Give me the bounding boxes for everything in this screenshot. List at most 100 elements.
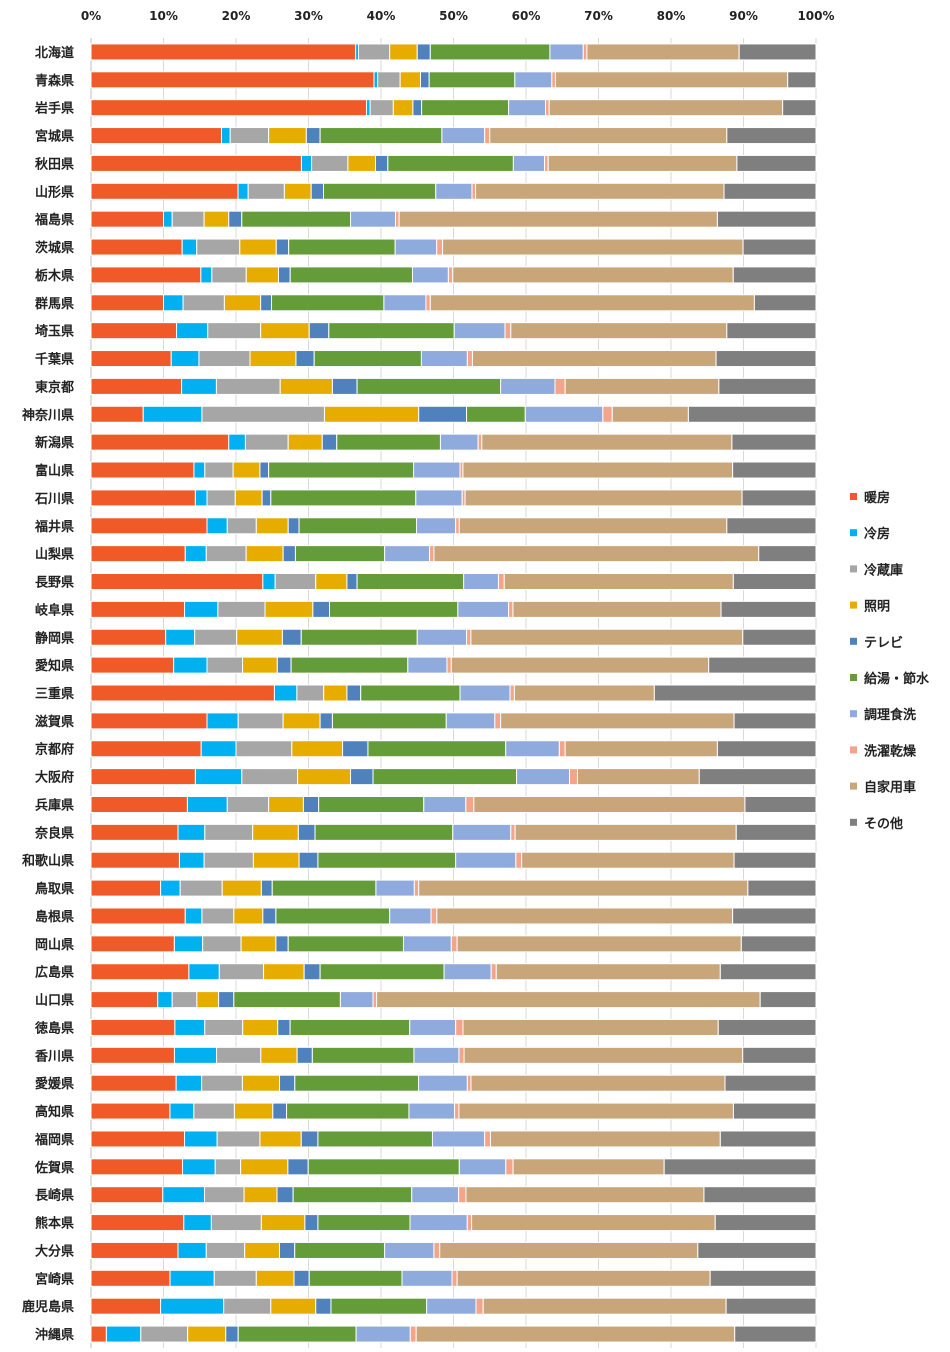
category-label: 神奈川県 — [22, 407, 74, 423]
bar-segment — [244, 1241, 280, 1259]
bar-segment — [524, 405, 604, 423]
legend-label: 照明 — [864, 600, 890, 615]
category-label: 福岡県 — [34, 1132, 74, 1148]
bar-row — [90, 266, 817, 284]
bar-segment — [724, 1074, 817, 1092]
bar-segment — [252, 823, 299, 841]
bar-segment — [317, 1214, 411, 1232]
bar-segment — [358, 43, 391, 61]
bar-row — [90, 1241, 817, 1259]
bar-segment — [453, 322, 506, 340]
bar-segment — [377, 71, 401, 89]
legend-swatch — [850, 782, 857, 790]
bar-segment — [475, 182, 725, 200]
bar-segment — [90, 935, 175, 953]
legend-item: 調理食洗 — [850, 707, 916, 723]
bar-segment — [452, 266, 734, 284]
bar-segment — [367, 740, 507, 758]
bar-segment — [412, 99, 423, 117]
bar-segment — [245, 266, 279, 284]
bar-segment — [205, 545, 247, 563]
legend-label: 調理食洗 — [864, 707, 916, 723]
bar-segment — [439, 433, 479, 451]
bar-segment — [508, 600, 514, 618]
bar-segment — [732, 461, 817, 479]
bar-segment — [194, 628, 238, 646]
bar-segment — [296, 1046, 313, 1064]
bar-segment — [409, 1325, 417, 1343]
bar-segment — [323, 684, 348, 702]
bar-segment — [90, 545, 186, 563]
bar-segment — [279, 1074, 296, 1092]
bar-segment — [433, 1241, 441, 1259]
bar-segment — [398, 210, 718, 228]
bar-segment — [495, 963, 721, 981]
category-label: 広島県 — [35, 965, 74, 981]
bar-segment — [433, 545, 760, 563]
bar-segment — [255, 1269, 295, 1287]
bar-segment — [221, 127, 231, 145]
bar-segment — [558, 740, 566, 758]
bar-segment — [90, 294, 164, 312]
bar-segment — [747, 879, 817, 897]
bar-segment — [171, 991, 198, 1009]
bar-segment — [753, 294, 817, 312]
category-label: 島根県 — [35, 909, 74, 925]
bar-segment — [504, 322, 512, 340]
bar-segment — [233, 907, 264, 925]
bar-segment — [497, 573, 505, 591]
bar-segment — [218, 991, 235, 1009]
category-label: 宮崎県 — [35, 1271, 74, 1287]
bar-segment — [733, 712, 817, 730]
bar-segment — [373, 71, 379, 89]
category-label: 青森県 — [35, 73, 74, 89]
bar-segment — [458, 517, 728, 535]
bar-segment — [90, 1186, 164, 1204]
bar-row — [90, 294, 817, 312]
bar-segment — [249, 350, 297, 368]
bar-segment — [346, 684, 362, 702]
bar-segment — [720, 600, 817, 618]
bar-segment — [311, 154, 349, 172]
bar-segment — [714, 1214, 817, 1232]
bar-segment — [211, 266, 247, 284]
bar-segment — [425, 294, 431, 312]
category-label: 埼玉県 — [35, 324, 74, 340]
category-label: 北海道 — [35, 45, 74, 61]
bar-segment — [260, 1214, 306, 1232]
bar-segment — [223, 294, 262, 312]
bar-segment — [282, 712, 321, 730]
bar-segment — [205, 1241, 246, 1259]
category-label: 千葉県 — [35, 352, 74, 368]
bar-segment — [201, 907, 235, 925]
category-label: 奈良県 — [34, 825, 74, 841]
bar-segment — [732, 1102, 817, 1120]
bar-segment — [264, 600, 314, 618]
bar-segment — [372, 768, 518, 786]
bar-row — [90, 768, 817, 786]
legend-item: その他 — [850, 816, 903, 832]
bar-segment — [90, 628, 167, 646]
legend-swatch — [850, 493, 857, 500]
bar-segment — [268, 127, 307, 145]
bar-segment — [490, 963, 497, 981]
bar-row — [90, 1018, 817, 1036]
bar-segment — [505, 740, 560, 758]
bar-segment — [319, 963, 445, 981]
bar-segment — [336, 433, 441, 451]
bar-segment — [286, 1102, 410, 1120]
bar-segment — [239, 238, 277, 256]
bar-row — [90, 628, 817, 646]
legend-label: 給湯・節水 — [864, 671, 930, 687]
bar-segment — [160, 1297, 225, 1315]
category-label: 高知県 — [35, 1104, 74, 1120]
category-label: 岩手県 — [34, 101, 74, 117]
bar-row — [90, 991, 817, 1009]
bar-segment — [275, 935, 289, 953]
bar-segment — [489, 1130, 721, 1148]
category-label: 新潟県 — [35, 435, 74, 451]
bar-segment — [413, 1046, 460, 1064]
bar-row — [90, 656, 817, 674]
